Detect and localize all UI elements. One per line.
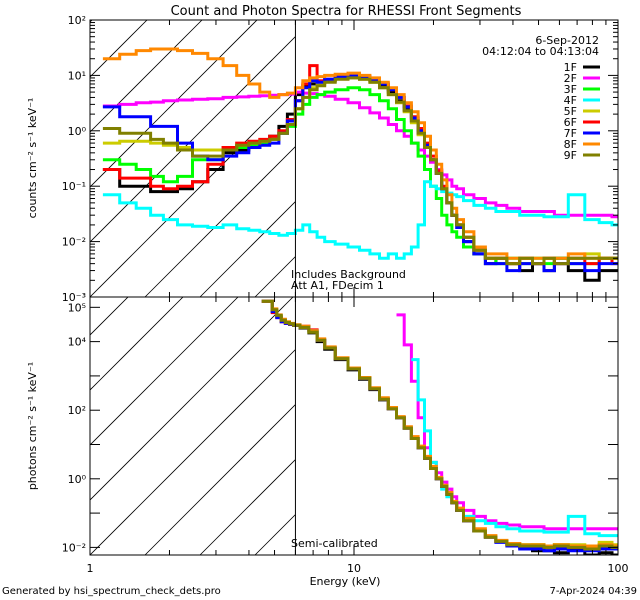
hatch-line <box>0 0 140 297</box>
x-tick-label: 100 <box>608 562 629 575</box>
footer-generated-by: Generated by hsi_spectrum_check_dets.pro <box>2 586 221 597</box>
series-2F <box>102 90 618 219</box>
y-axis-label-bottom: photons cm⁻² s⁻¹ keV⁻¹ <box>26 362 39 490</box>
hatch-line <box>0 0 85 555</box>
hatch-line <box>0 0 140 555</box>
y-tick-label: 10⁻² <box>62 541 86 554</box>
series-4F <box>102 180 618 260</box>
hatch-mask <box>295 20 618 297</box>
hatch-line <box>90 20 368 297</box>
hatch-line <box>90 297 349 555</box>
y-tick-label: 10⁰ <box>68 125 87 138</box>
y-axis-label-top: counts cm⁻² s⁻¹ keV⁻¹ <box>26 98 39 219</box>
y-tick-label: 10⁻³ <box>62 291 86 304</box>
annotation-background: Includes Background <box>291 268 406 281</box>
y-tick-label: 10¹ <box>68 69 86 82</box>
time-range-label: 04:12:04 to 04:13:04 <box>482 45 599 58</box>
legend-label: 9F <box>564 149 577 162</box>
legend-label: 4F <box>564 94 577 107</box>
annotation-semi-calibrated: Semi-calibrated <box>291 537 378 550</box>
x-tick-label: 10 <box>347 562 361 575</box>
y-tick-label: 10⁴ <box>68 336 87 349</box>
series-9F <box>261 299 618 551</box>
legend-label: 8F <box>564 138 577 151</box>
annotation-attenuator: Att A1, FDecim 1 <box>291 279 384 292</box>
legend-label: 2F <box>564 72 577 85</box>
hatch-line <box>90 297 294 501</box>
chart-title: Count and Photon Spectra for RHESSI Fron… <box>171 4 522 19</box>
series-8F <box>102 47 618 260</box>
x-tick-label: 1 <box>87 562 94 575</box>
hatch-line <box>0 0 85 297</box>
legend-label: 3F <box>564 83 577 96</box>
hatch-line <box>90 20 313 243</box>
legend-label: 7F <box>564 127 577 140</box>
date-label: 6-Sep-2012 <box>535 34 599 47</box>
hatch-lines-top <box>0 0 618 297</box>
legend-label: 1F <box>564 61 577 74</box>
x-axis-label: Energy (keV) <box>310 575 381 588</box>
legend-label: 6F <box>564 116 577 129</box>
hatch-mask <box>295 297 618 555</box>
series-9F <box>102 76 618 266</box>
y-tick-label: 10⁻² <box>62 236 86 249</box>
y-tick-label: 10⁻¹ <box>62 180 86 193</box>
y-tick-label: 10² <box>68 404 86 417</box>
y-tick-label: 10⁰ <box>68 473 87 486</box>
footer-timestamp: 7-Apr-2024 04:39 <box>550 586 637 597</box>
series-group-top <box>102 47 618 282</box>
series-7F <box>102 73 618 273</box>
hatch-line <box>144 297 404 555</box>
y-tick-label: 10² <box>68 14 86 27</box>
hatch-lines-bottom <box>0 0 618 555</box>
y-tick-label: 10⁵ <box>68 301 86 314</box>
hatch-line <box>144 20 423 297</box>
legend-label: 5F <box>564 105 577 118</box>
series-group-bottom <box>261 299 618 555</box>
